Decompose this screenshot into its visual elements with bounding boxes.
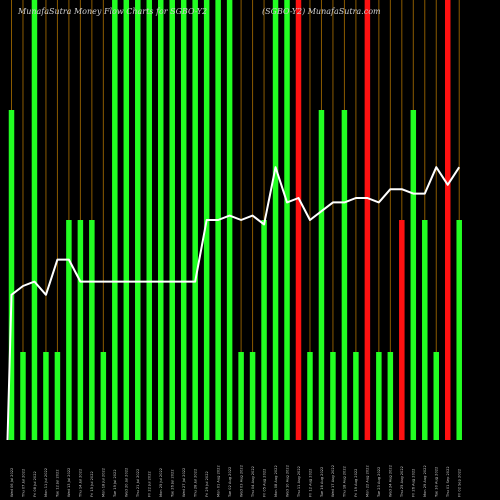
bar (272, 0, 279, 440)
x-tick-label: Tue 19 Jul 2022 (113, 469, 117, 498)
x-tick-label: Wed 17 Aug 2022 (331, 465, 335, 497)
bar (307, 352, 313, 440)
x-tick-label: Mon 01 Aug 2022 (216, 465, 220, 497)
bar (192, 0, 198, 440)
bar (180, 0, 187, 440)
bar-series (8, 0, 462, 440)
bar (135, 0, 141, 440)
x-tick-label: Wed 24 Aug 2022 (389, 465, 393, 497)
bar (43, 352, 49, 440)
bar (318, 110, 325, 440)
bar (31, 0, 38, 440)
bar (330, 352, 336, 440)
bar (123, 0, 130, 440)
bar (112, 0, 118, 440)
bar (157, 0, 164, 440)
x-tick-label: Mon 11 Jul 2022 (44, 468, 48, 497)
bar (146, 0, 153, 440)
bar (422, 220, 428, 440)
bar (89, 220, 95, 440)
bar (341, 110, 348, 440)
x-tick-label: Fri 22 Jul 2022 (148, 471, 152, 497)
bar (387, 352, 394, 440)
bar (456, 220, 462, 440)
bar (238, 352, 244, 440)
bar (353, 352, 359, 440)
bar (100, 352, 107, 440)
bar (433, 352, 440, 440)
x-tick-label: Thu 07 Jul 2022 (21, 469, 25, 498)
bar (364, 0, 371, 440)
x-tick-label: Wed 03 Aug 2022 (239, 465, 243, 497)
bar (249, 352, 256, 440)
bar (66, 220, 72, 440)
bar (54, 352, 61, 440)
x-tick-label: Thu 25 Aug 2022 (400, 466, 404, 498)
x-tick-label: Thu 18 Aug 2022 (343, 466, 347, 498)
bar (20, 352, 26, 440)
x-tick-label: Fri 29 Jul 2022 (205, 471, 209, 497)
x-tick-label: Fri 15 Jul 2022 (90, 471, 94, 497)
bar (8, 110, 15, 440)
x-tick-label: Fri 19 Aug 2022 (354, 469, 358, 497)
chart-title-right: (SGBO-Y2) MunafaSutra.com (262, 7, 381, 16)
x-axis-labels: Wed 06 Jul 2022 Thu 07 Jul 2022 Fri 08 Jul… (10, 465, 462, 498)
bar (410, 110, 417, 440)
x-tick-label: Thu 21 Jul 2022 (136, 469, 140, 498)
money-flow-line (6, 166, 461, 441)
x-tick-label: Thu 01 Sep 2022 (446, 466, 450, 498)
x-tick-label: Fri 12 Aug 2022 (308, 469, 312, 497)
x-tick-label: Thu 11 Aug 2022 (297, 466, 301, 498)
x-tick-label: Mon 18 Jul 2022 (102, 468, 106, 497)
x-tick-label: Fri 02 Sep 2022 (458, 469, 462, 497)
bar (376, 352, 382, 440)
bar (226, 0, 233, 440)
bar (444, 0, 451, 440)
chart-title: MunafaSutra Money Flow Charts for SGBO-Y… (17, 7, 207, 16)
bar (169, 0, 175, 440)
x-tick-label: Tue 23 Aug 2022 (377, 467, 381, 498)
bar (284, 0, 290, 440)
x-tick-label: Mon 22 Aug 2022 (366, 465, 370, 497)
x-tick-label: Thu 14 Jul 2022 (79, 469, 83, 498)
x-tick-label: Wed 06 Jul 2022 (10, 468, 14, 497)
x-tick-label: Mon 29 Aug 2022 (423, 465, 427, 497)
bar (399, 220, 405, 440)
x-tick-label: Fri 05 Aug 2022 (262, 469, 266, 497)
x-tick-label: Tue 30 Aug 2022 (435, 467, 439, 498)
x-tick-label: Wed 20 Jul 2022 (125, 468, 129, 497)
bar (261, 220, 267, 440)
bar (77, 220, 84, 440)
bar (295, 0, 302, 440)
x-tick-label: Wed 27 Jul 2022 (182, 468, 186, 497)
x-tick-label: Wed 10 Aug 2022 (285, 465, 289, 497)
x-tick-label: Wed 13 Jul 2022 (67, 468, 71, 497)
x-tick-label: Tue 02 Aug 2022 (228, 467, 232, 498)
x-tick-label: Fri 08 Jul 2022 (33, 471, 37, 497)
x-tick-label: Tue 26 Jul 2022 (171, 469, 175, 498)
x-tick-label: Mon 25 Jul 2022 (159, 468, 163, 497)
x-tick-label: Thu 04 Aug 2022 (251, 466, 255, 498)
x-tick-label: Tue 12 Jul 2022 (56, 469, 60, 498)
x-tick-label: Tue 16 Aug 2022 (320, 467, 324, 498)
x-tick-label: Thu 28 Jul 2022 (193, 469, 197, 498)
x-tick-label: Mon 08 Aug 2022 (274, 465, 278, 497)
x-tick-label: Fri 26 Aug 2022 (412, 469, 416, 497)
